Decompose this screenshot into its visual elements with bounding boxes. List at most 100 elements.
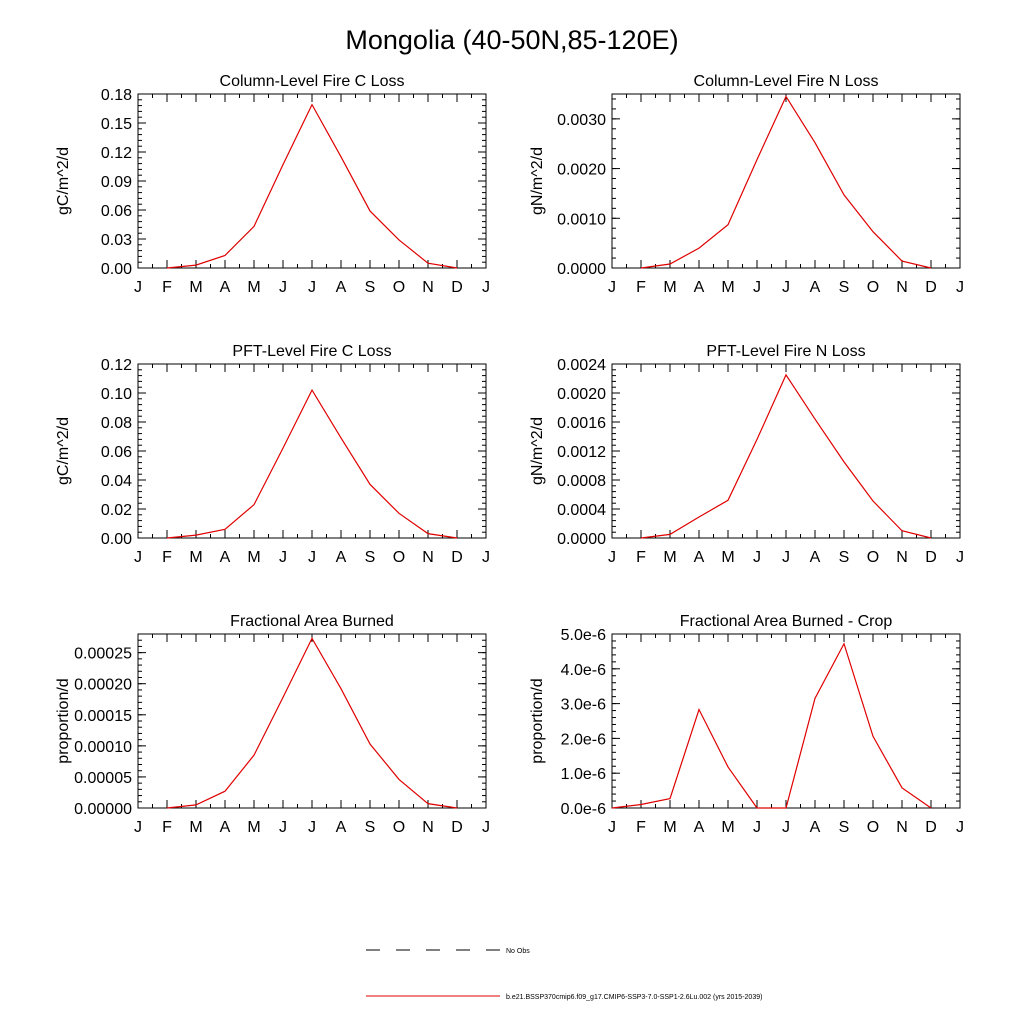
x-tick-label: J <box>279 549 287 566</box>
y-tick-label: 5.0e-6 <box>561 627 606 644</box>
x-tick-label: N <box>896 819 908 836</box>
x-tick-label: N <box>896 279 908 296</box>
x-tick-label: A <box>810 819 821 836</box>
y-tick-label: 0.04 <box>101 473 132 490</box>
x-tick-label: J <box>608 279 616 296</box>
x-tick-label: D <box>925 279 937 296</box>
x-tick-label: F <box>636 279 646 296</box>
y-tick-label: 3.0e-6 <box>561 697 606 714</box>
x-tick-label: F <box>162 819 172 836</box>
y-tick-label: 0.00 <box>101 261 132 278</box>
x-tick-label: O <box>867 819 879 836</box>
x-tick-label: J <box>782 549 790 566</box>
x-tick-label: S <box>839 279 850 296</box>
plot-frame <box>611 633 961 809</box>
x-tick-label: J <box>753 819 761 836</box>
y-tick-label: 0.18 <box>101 87 132 104</box>
series-line <box>640 373 932 539</box>
plot-frame <box>611 363 961 539</box>
series-line <box>166 388 458 539</box>
chart-panel: Fractional Area Burned - Crop proportion/… <box>529 613 964 836</box>
y-tick-label: 0.00015 <box>74 708 132 725</box>
x-tick-label: J <box>782 279 790 296</box>
x-tick-label: F <box>162 279 172 296</box>
y-tick-label: 0.0024 <box>557 357 606 374</box>
x-tick-label: D <box>925 549 937 566</box>
x-tick-label: M <box>189 819 202 836</box>
x-tick-label: J <box>279 819 287 836</box>
y-tick-label: 0.06 <box>101 444 132 461</box>
y-tick-label: 1.0e-6 <box>561 766 606 783</box>
y-tick-label: 0.00010 <box>74 739 132 756</box>
y-tick-label: 0.09 <box>101 174 132 191</box>
y-tick-label: 0.00005 <box>74 770 132 787</box>
legend: No Obs b.e21.BSSP370cmip6.f09_g17.CMIP6-S… <box>366 948 762 1001</box>
y-axis-label: gC/m^2/d <box>55 147 72 215</box>
x-tick-label: J <box>482 279 490 296</box>
x-tick-label: O <box>393 549 405 566</box>
series-line <box>611 642 932 809</box>
x-tick-label: D <box>925 819 937 836</box>
chart-title: PFT-Level Fire N Loss <box>706 343 865 360</box>
series-line <box>166 103 458 269</box>
y-tick-label: 2.0e-6 <box>561 731 606 748</box>
y-axis-label: gC/m^2/d <box>55 417 72 485</box>
series-line <box>640 95 932 269</box>
x-tick-label: A <box>336 549 347 566</box>
y-axis-label: proportion/d <box>55 678 72 763</box>
y-axis-label: gN/m^2/d <box>529 147 546 215</box>
y-axis-label: gN/m^2/d <box>529 417 546 485</box>
x-tick-label: D <box>451 819 463 836</box>
series-line <box>166 637 458 809</box>
plot-frame <box>137 633 487 809</box>
legend-label: b.e21.BSSP370cmip6.f09_g17.CMIP6-SSP3-7.… <box>506 994 762 1001</box>
x-tick-label: J <box>308 549 316 566</box>
legend-label: No Obs <box>506 948 530 955</box>
x-tick-label: M <box>247 819 260 836</box>
x-tick-label: J <box>134 279 142 296</box>
x-tick-label: F <box>636 819 646 836</box>
x-tick-label: S <box>839 819 850 836</box>
x-tick-label: J <box>279 279 287 296</box>
y-tick-label: 0.0000 <box>557 531 606 548</box>
x-tick-label: A <box>220 819 231 836</box>
x-tick-label: A <box>336 279 347 296</box>
y-tick-label: 4.0e-6 <box>561 662 606 679</box>
x-tick-label: J <box>608 819 616 836</box>
y-tick-label: 0.0012 <box>557 444 606 461</box>
x-tick-label: O <box>393 819 405 836</box>
x-tick-label: N <box>422 549 434 566</box>
x-tick-label: J <box>753 549 761 566</box>
x-tick-label: N <box>422 819 434 836</box>
y-tick-label: 0.10 <box>101 386 132 403</box>
y-tick-label: 0.00000 <box>74 801 132 818</box>
x-tick-label: F <box>162 549 172 566</box>
y-tick-label: 0.0e-6 <box>561 801 606 818</box>
x-tick-label: M <box>247 549 260 566</box>
x-tick-label: J <box>956 279 964 296</box>
y-tick-label: 0.00025 <box>74 646 132 663</box>
chart-title: PFT-Level Fire C Loss <box>232 343 391 360</box>
chart-title: Fractional Area Burned - Crop <box>680 613 893 630</box>
plot-frame <box>137 93 487 269</box>
figure-title: Mongolia (40-50N,85-120E) <box>345 25 678 55</box>
x-tick-label: A <box>694 279 705 296</box>
x-tick-label: J <box>753 279 761 296</box>
x-tick-label: A <box>810 279 821 296</box>
x-tick-label: A <box>220 279 231 296</box>
x-tick-label: J <box>782 819 790 836</box>
x-tick-label: J <box>956 549 964 566</box>
x-tick-label: S <box>365 279 376 296</box>
x-tick-label: J <box>482 819 490 836</box>
x-tick-label: S <box>365 549 376 566</box>
y-tick-label: 0.0016 <box>557 415 606 432</box>
y-tick-label: 0.00 <box>101 531 132 548</box>
x-tick-label: M <box>663 279 676 296</box>
